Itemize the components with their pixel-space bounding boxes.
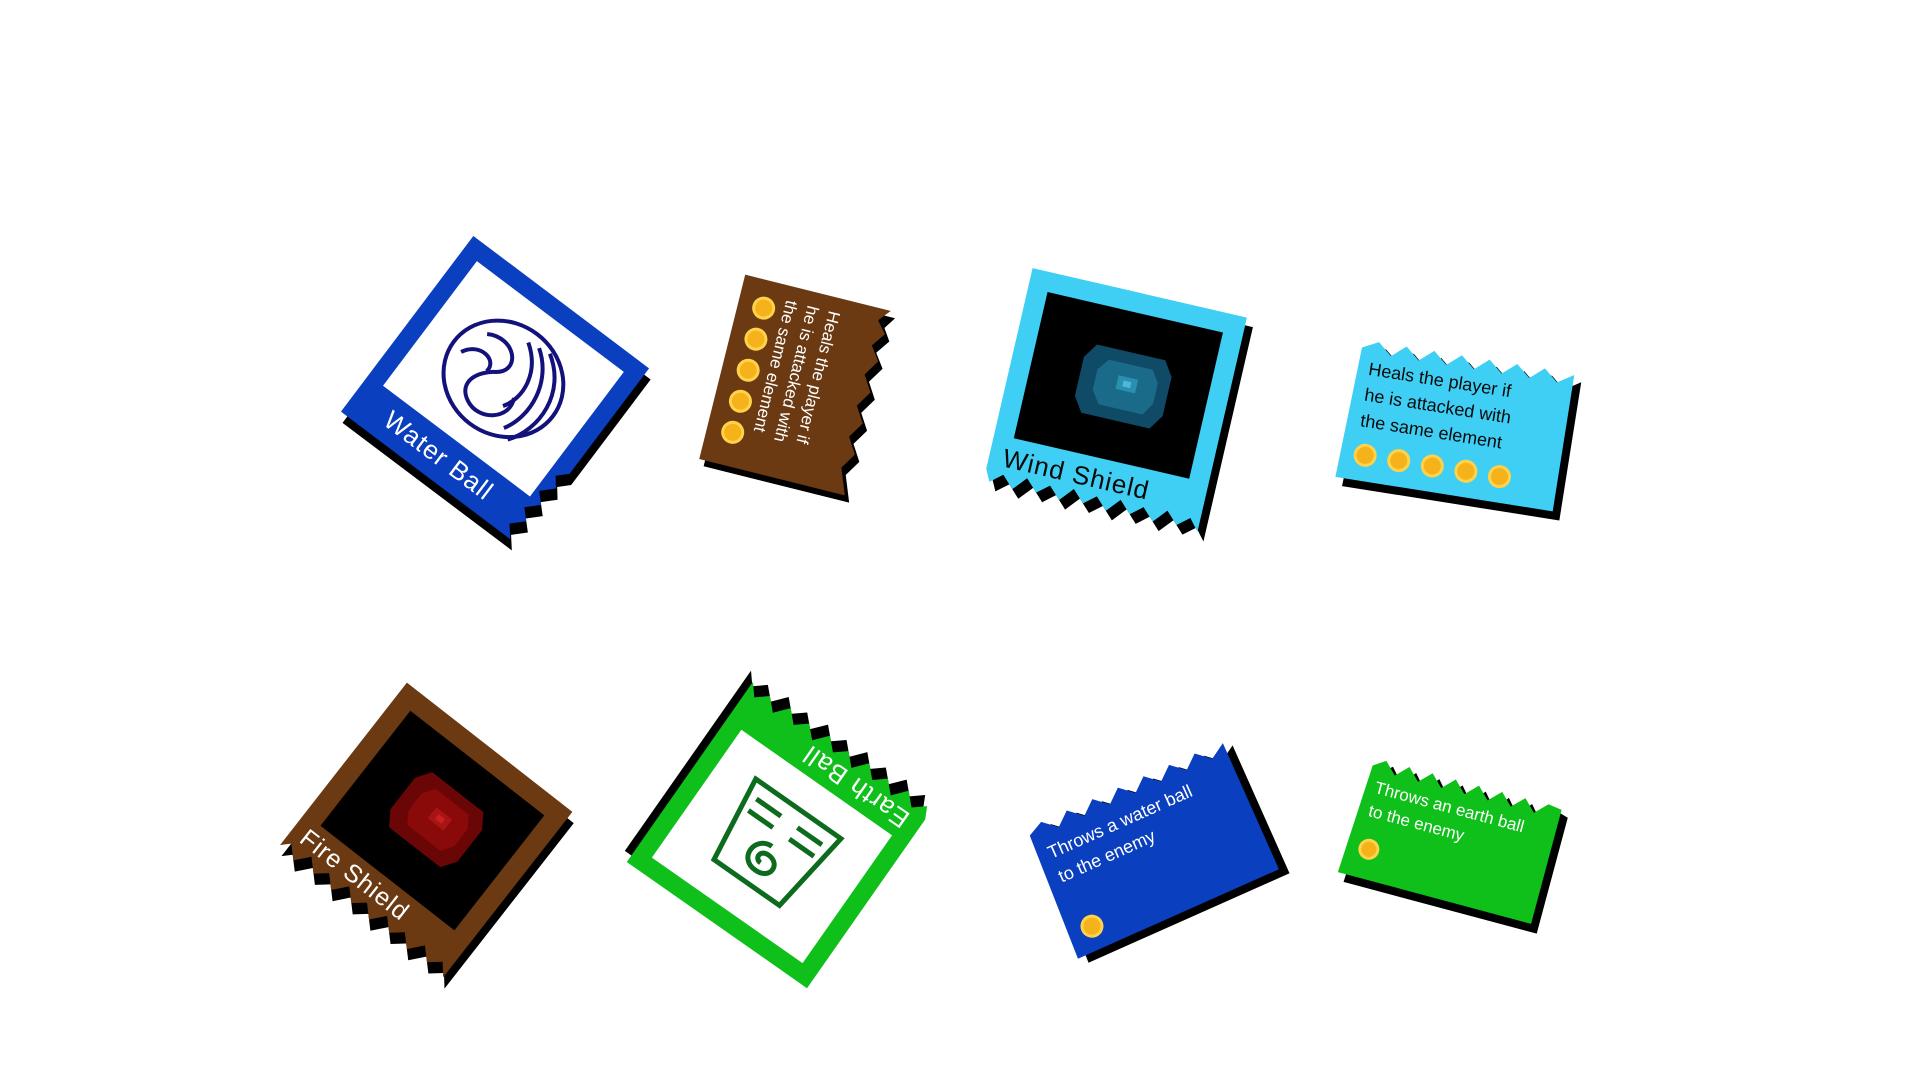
wind-shield-orb-icon xyxy=(1074,344,1172,429)
energy-orb-icon xyxy=(1487,465,1511,489)
card-heal-description-brown[interactable]: Heals the player if he is attacked with … xyxy=(699,274,896,503)
energy-orb-icon xyxy=(736,358,760,382)
card-frame xyxy=(699,274,891,496)
energy-orb-icon xyxy=(1080,914,1104,938)
fire-shield-orb-icon xyxy=(389,772,484,868)
energy-cost xyxy=(1358,838,1380,860)
card-throw-earth-description[interactable]: Throws an earth ball to the enemy xyxy=(1337,756,1568,934)
water-swirl-icon xyxy=(441,318,566,442)
energy-orb-icon xyxy=(1420,454,1444,478)
card-earth-ball[interactable]: Earth Ball xyxy=(624,670,933,989)
card-fire-shield[interactable]: Fire Shield xyxy=(278,682,574,989)
energy-cost xyxy=(721,296,776,444)
energy-orb-icon xyxy=(728,389,752,413)
energy-orb-icon xyxy=(1387,449,1411,473)
energy-orb-icon xyxy=(721,420,745,444)
energy-orb-icon xyxy=(744,327,768,351)
card-wind-shield[interactable]: Wind Shield xyxy=(983,268,1253,542)
energy-orb-icon xyxy=(1454,459,1478,483)
card-heal-description-cyan[interactable]: Heals the player if he is attacked with … xyxy=(1335,339,1582,521)
earth-glyph-icon xyxy=(710,775,845,909)
card-frame xyxy=(1029,743,1279,959)
energy-orb-icon xyxy=(752,296,776,320)
card-water-ball[interactable]: Water Ball xyxy=(340,235,651,551)
card-throw-water-description[interactable]: Throws a water ball to the enemy xyxy=(1021,741,1290,963)
card-frame xyxy=(1337,760,1562,924)
energy-orb-icon xyxy=(1353,443,1377,467)
energy-cost xyxy=(1353,443,1511,489)
energy-cost xyxy=(1080,914,1104,938)
card-art-panel xyxy=(383,261,624,497)
energy-orb-icon xyxy=(1358,838,1380,860)
